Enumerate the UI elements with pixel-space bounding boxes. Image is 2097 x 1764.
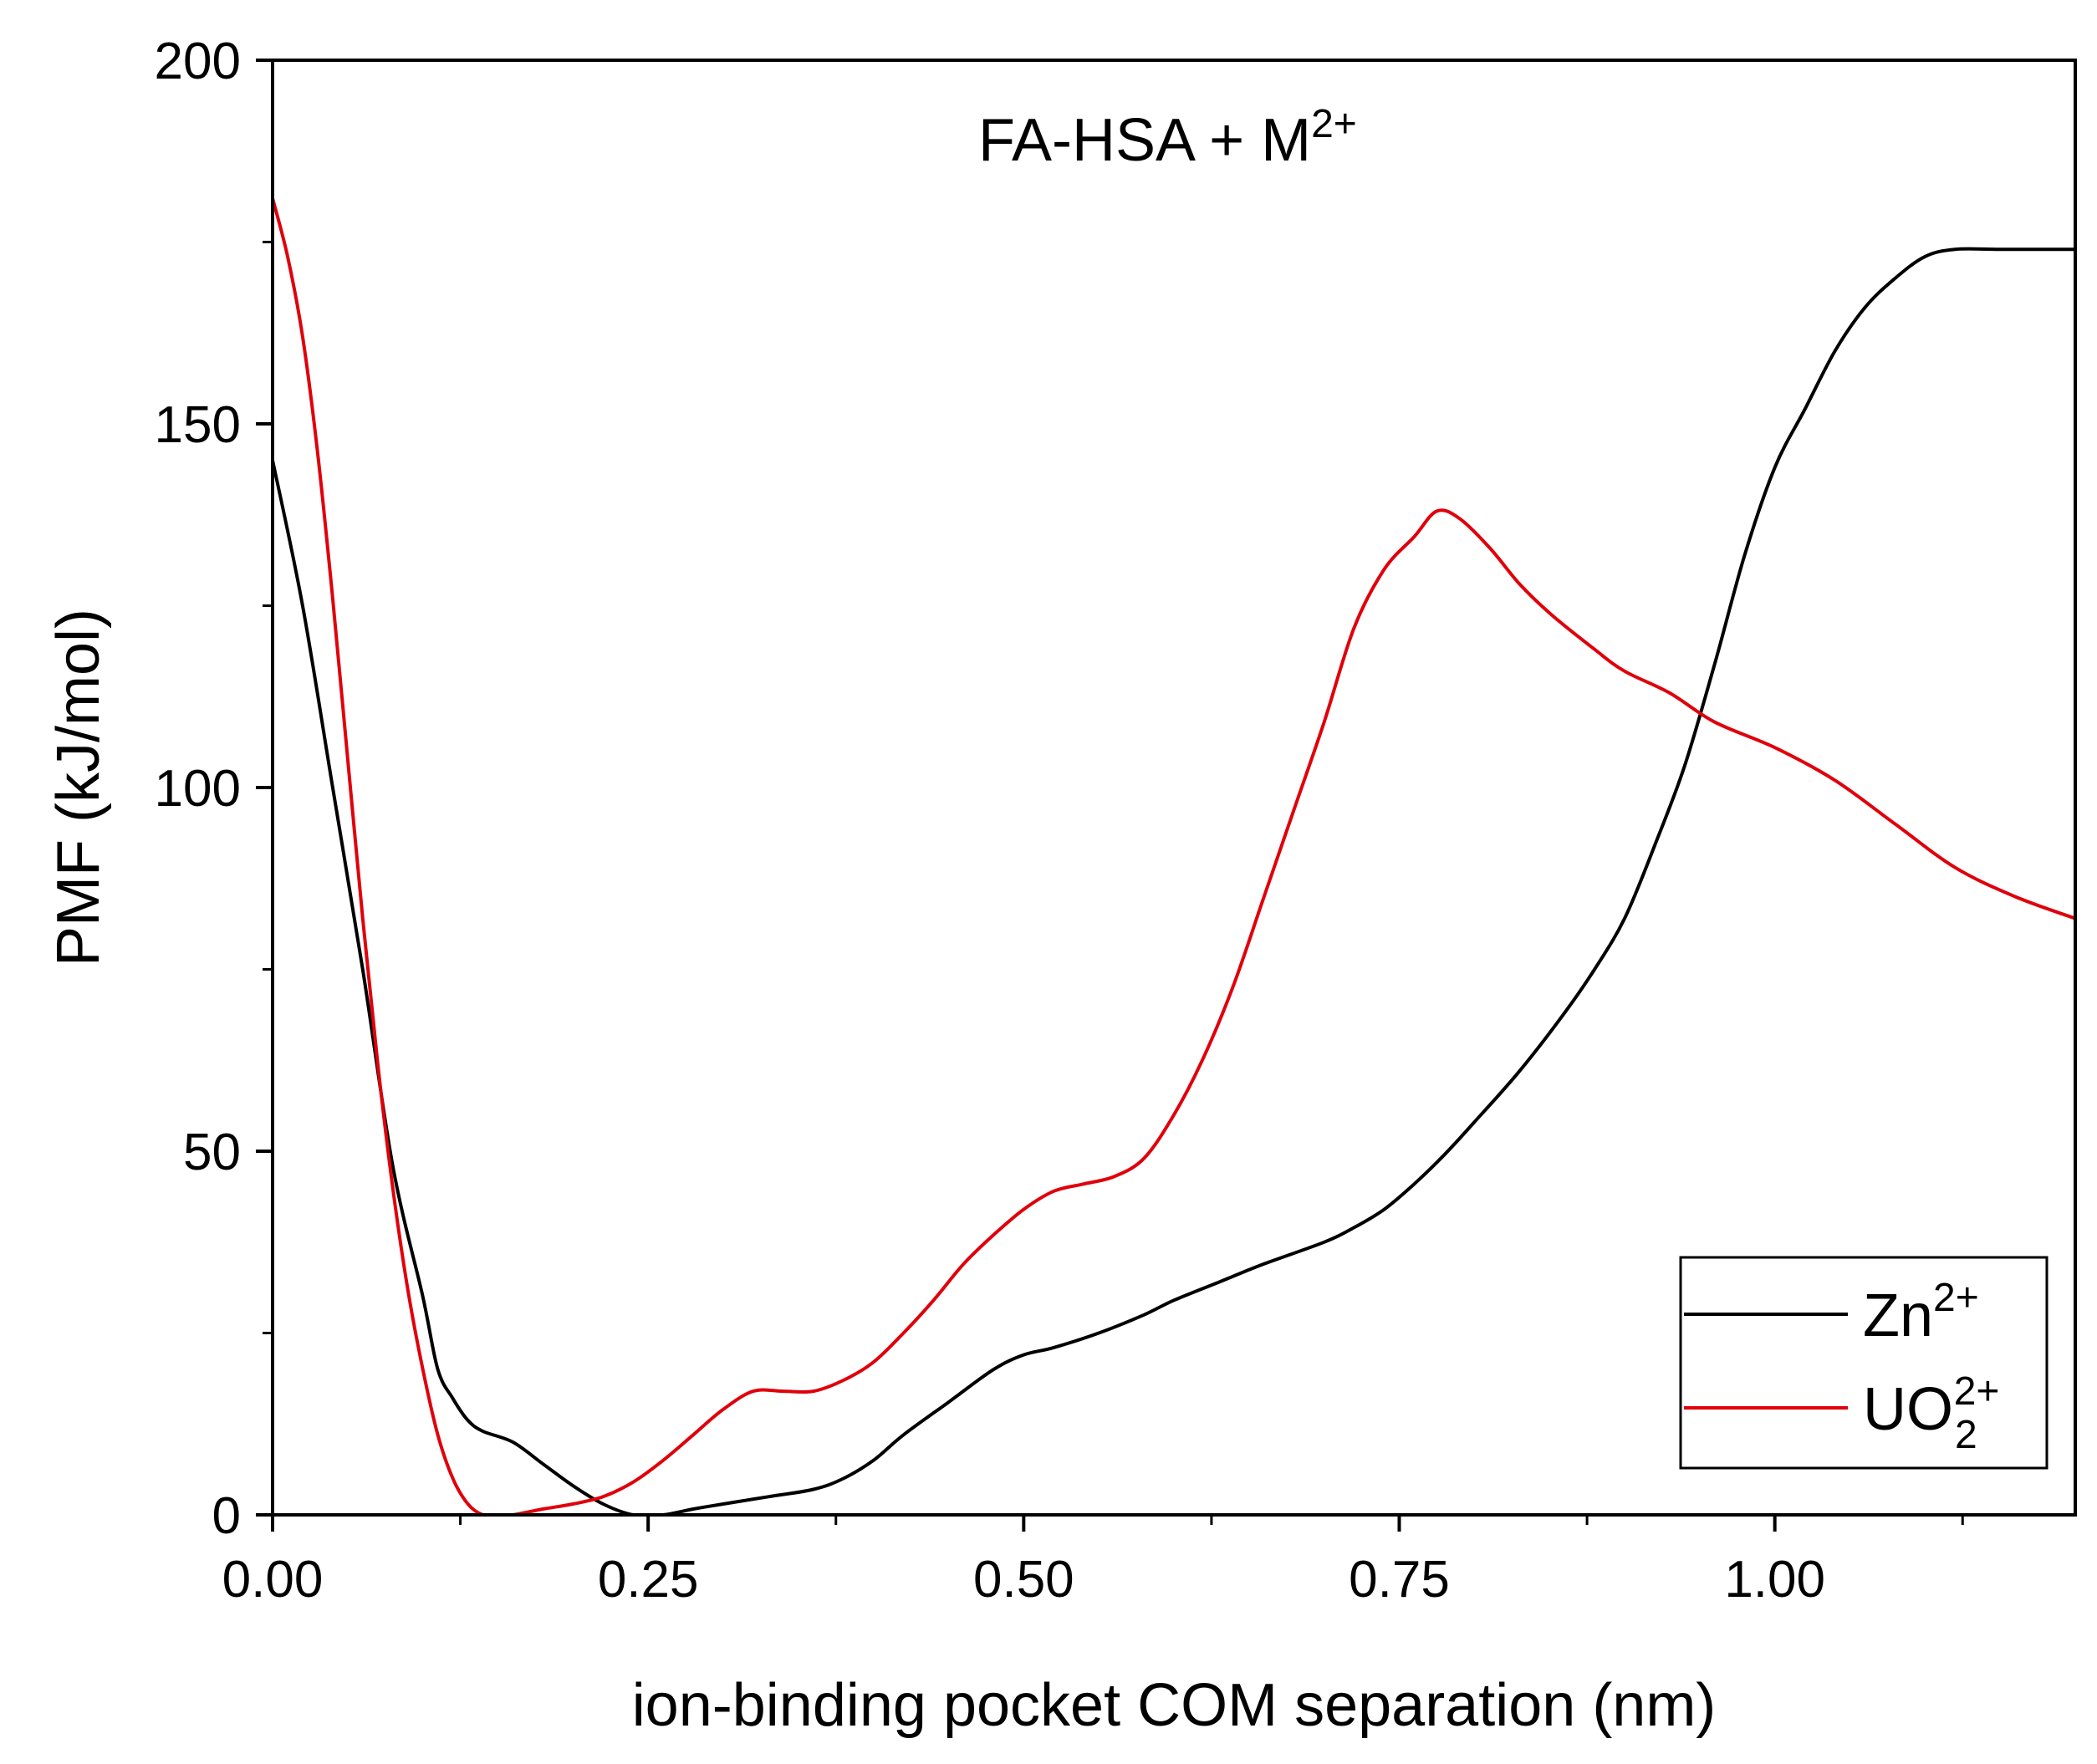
chart-title-main: FA-HSA + M: [978, 107, 1311, 174]
legend-box: [1679, 1256, 2049, 1470]
legend-label-zn-superscript: 2+: [1933, 1276, 1979, 1320]
legend-label-zn: Zn2+: [1863, 1276, 1979, 1349]
y-tick-label: 100: [155, 760, 241, 818]
y-tick-label: 200: [155, 33, 241, 90]
x-axis-title: ion-binding pocket COM separation (nm): [632, 1672, 1717, 1739]
x-tick-label: 0.25: [598, 1551, 699, 1609]
x-tick-label: 0.00: [222, 1551, 324, 1609]
x-tick-label: 0.75: [1349, 1551, 1450, 1609]
y-tick-labels: 0 50 100 150 200: [155, 33, 241, 1545]
x-tick-label: 0.50: [973, 1551, 1074, 1609]
legend-label-uo2: UO22+: [1863, 1369, 1999, 1457]
chart-title: FA-HSA + M2+: [978, 102, 1357, 174]
y-axis-title: PMF (kJ/mol): [45, 609, 112, 966]
legend-label-zn-name: Zn: [1863, 1282, 1933, 1349]
series-line-uo2: [273, 196, 2075, 1515]
x-tick-labels: 0.00 0.25 0.50 0.75 1.00: [222, 1551, 1825, 1609]
y-tick-label: 0: [212, 1487, 241, 1545]
legend-label-uo2-superscript: 2+: [1954, 1369, 2000, 1414]
series-line-zn: [273, 247, 2075, 1515]
legend-label-uo2-subscript: 2: [1955, 1413, 1977, 1457]
legend-label-uo2-name: UO: [1863, 1376, 1953, 1443]
x-tick-label: 1.00: [1724, 1551, 1825, 1609]
series-layer: [273, 196, 2075, 1515]
y-tick-label: 150: [155, 396, 241, 454]
y-tick-label: 50: [183, 1124, 241, 1181]
chart-title-superscript: 2+: [1311, 102, 1357, 146]
plot-frame: [271, 59, 2077, 1517]
legend: Zn2+ UO22+: [1679, 1256, 2049, 1470]
